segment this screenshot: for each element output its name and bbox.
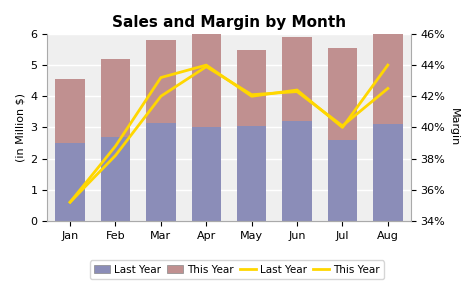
Y-axis label: Margin: Margin (449, 108, 459, 147)
Bar (283, 37, 312, 121)
Bar (191, 28, 221, 128)
Title: Sales and Margin by Month: Sales and Margin by Month (112, 15, 346, 30)
Bar (237, 49, 266, 126)
Bar (328, 140, 357, 221)
Bar (101, 59, 130, 137)
Bar (146, 123, 176, 221)
Legend: Last Year, This Year, Last Year, This Year: Last Year, This Year, Last Year, This Ye… (90, 260, 384, 279)
Bar (55, 143, 85, 221)
Bar (373, 124, 402, 221)
Bar (373, 31, 402, 124)
Bar (283, 121, 312, 221)
Bar (191, 128, 221, 221)
Bar (101, 137, 130, 221)
Bar (328, 48, 357, 140)
Bar (237, 126, 266, 221)
Bar (55, 79, 85, 143)
Y-axis label: (in Million $): (in Million $) (15, 93, 25, 162)
Bar (146, 40, 176, 123)
